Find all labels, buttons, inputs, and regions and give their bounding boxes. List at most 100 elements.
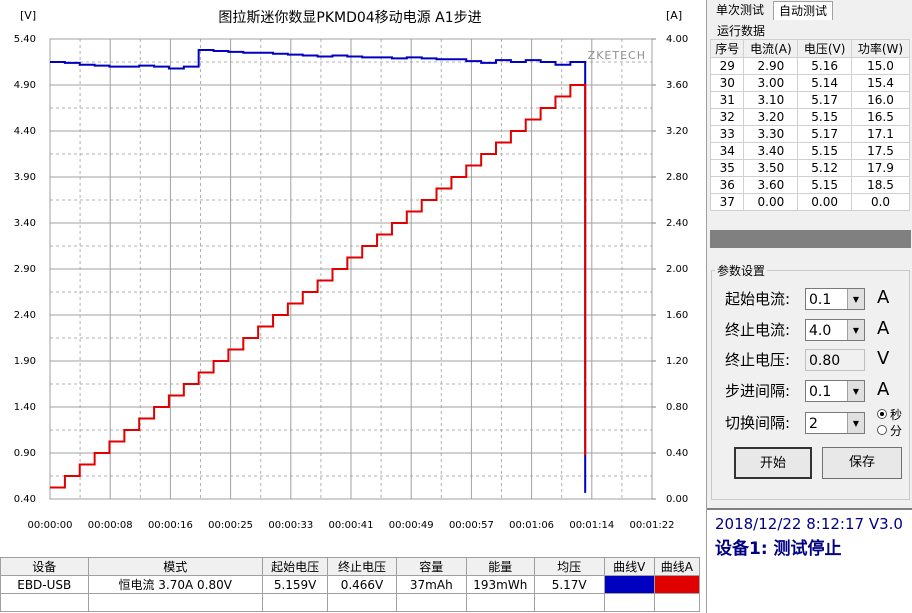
running-cell: 0.00 — [743, 193, 799, 211]
param-value: 0.1 — [809, 292, 832, 308]
y-tick-label: 4.40 — [14, 126, 36, 137]
y-tick-label: 1.40 — [14, 402, 36, 413]
radio-label: 分 — [890, 424, 903, 438]
running-cell: 29 — [709, 57, 745, 75]
running-header: 序号 — [709, 39, 745, 58]
summary-cell: 恒电流 3.70A 0.80V — [87, 575, 263, 594]
summary-cell: 5.159V — [261, 575, 329, 594]
chart: 图拉斯迷你数显PKMD04移动电源 A1步进 [V] [A] 00:00:00 0… — [14, 9, 689, 531]
tab[interactable]: 自动测试 — [773, 1, 833, 20]
side-panel: 单次测试 自动测试 运行数据 序号 电流(A) 电压(V) 功率(W) 29 2.90 5.16 1… — [706, 0, 912, 613]
running-cell: 5.12 — [797, 159, 852, 177]
param-value: 0.80 — [809, 353, 841, 369]
summary-row: EBD-USB 恒电流 3.70A 0.80V 5.159V 0.466V 37mAh 1… — [0, 575, 701, 594]
status-time: 2018/12/22 8:12:17 V3.0 — [715, 515, 903, 533]
y-tick-label: 3.40 — [14, 218, 36, 229]
param-label: 起始电流: — [725, 290, 791, 308]
x-tick-label: 00:00:41 — [329, 520, 374, 531]
y-tick-label: 4.90 — [14, 80, 36, 91]
summary-header: 均压 — [533, 557, 605, 576]
running-cell: 35 — [709, 159, 745, 177]
watermark: ZKETECH — [588, 49, 646, 62]
y-axis-label: [V] — [20, 9, 36, 22]
running-cell: 17.9 — [850, 159, 911, 177]
summary-cell: EBD-USB — [0, 575, 89, 594]
param-value: 2 — [809, 416, 818, 432]
summary-cell-empty — [653, 593, 701, 612]
param-combo[interactable]: 2 ▼ — [805, 412, 865, 434]
summary-cell-empty — [327, 593, 397, 612]
running-cell: 36 — [709, 176, 745, 194]
y2-tick-label: 0.00 — [666, 494, 688, 505]
running-row: 30 3.00 5.14 15.4 — [709, 74, 911, 92]
running-cell: 3.20 — [743, 108, 799, 126]
running-cell: 5.17 — [797, 125, 852, 143]
param-combo[interactable]: 0.1 ▼ — [805, 288, 865, 310]
radio-circle — [877, 425, 887, 435]
running-cell: 0.0 — [850, 193, 911, 211]
series-swatch — [603, 575, 655, 594]
summary-header: 模式 — [87, 557, 263, 576]
summary-header: 设备 — [0, 557, 89, 576]
x-tick-label: 00:00:25 — [208, 520, 253, 531]
summary-cell-empty — [603, 593, 655, 612]
running-row: 31 3.10 5.17 16.0 — [709, 91, 911, 109]
running-cell: 5.15 — [797, 108, 852, 126]
summary-table: 设备 模式 起始电压 终止电压 容量 能量 均压 曲线V 曲线A EBD-USB 恒电流 3.70A… — [0, 557, 701, 612]
running-cell: 5.14 — [797, 74, 852, 92]
chart-title: 图拉斯迷你数显PKMD04移动电源 A1步进 — [218, 10, 481, 26]
summary-cell-empty — [261, 593, 329, 612]
param-label: 终止电压: — [725, 351, 791, 369]
summary-cell-empty — [0, 593, 89, 612]
param-combo[interactable]: 0.1 ▼ — [805, 380, 865, 402]
running-cell: 3.60 — [743, 176, 799, 194]
summary-cell-empty — [395, 593, 467, 612]
running-header: 电压(V) — [797, 39, 852, 58]
running-cell: 18.5 — [850, 176, 911, 194]
param-input[interactable]: 0.80 — [805, 349, 865, 371]
running-cell: 3.40 — [743, 142, 799, 160]
y-tick-label: 5.40 — [14, 34, 36, 45]
running-header: 电流(A) — [743, 39, 799, 58]
radio-circle — [877, 409, 887, 419]
radio-option[interactable]: 分 — [877, 422, 902, 439]
x-tick-label: 00:01:14 — [569, 520, 614, 531]
running-row: 36 3.60 5.15 18.5 — [709, 176, 911, 194]
summary-header-row: 设备 模式 起始电压 终止电压 容量 能量 均压 曲线V 曲线A — [0, 557, 701, 576]
x-tick-label: 00:00:16 — [148, 520, 193, 531]
running-cell: 5.15 — [797, 176, 852, 194]
running-cell: 17.1 — [850, 125, 911, 143]
y-tick-label: 2.40 — [14, 310, 36, 321]
running-cell: 5.16 — [797, 57, 852, 75]
running-cell: 3.10 — [743, 91, 799, 109]
dropdown-arrow: ▼ — [847, 381, 864, 401]
x-tick-label: 00:00:33 — [268, 520, 313, 531]
summary-cell-empty — [465, 593, 535, 612]
button[interactable]: 保存 — [822, 447, 902, 479]
y2-tick-label: 3.20 — [666, 126, 688, 137]
group-box — [711, 270, 910, 500]
summary-empty-row — [0, 593, 701, 612]
param-combo[interactable]: 4.0 ▼ — [805, 319, 865, 341]
y2-tick-label: 0.80 — [666, 402, 688, 413]
summary-header: 曲线V — [603, 557, 655, 576]
x-tick-label: 00:00:00 — [28, 520, 73, 531]
tab[interactable]: 单次测试 — [715, 3, 764, 17]
y2-tick-label: 2.40 — [666, 218, 688, 229]
y-tick-label: 3.90 — [14, 172, 36, 183]
dropdown-arrow: ▼ — [847, 320, 864, 340]
data-line — [50, 84, 587, 489]
x-tick-label: 00:00:49 — [389, 520, 434, 531]
button[interactable]: 开始 — [734, 447, 812, 479]
running-row: 33 3.30 5.17 17.1 — [709, 125, 911, 143]
running-cell: 16.5 — [850, 108, 911, 126]
running-row: 32 3.20 5.15 16.5 — [709, 108, 911, 126]
summary-header: 起始电压 — [261, 557, 329, 576]
status-box: 2018/12/22 8:12:17 V3.0 设备1: 测试停止 — [707, 508, 912, 613]
radio-option[interactable]: 秒 — [877, 406, 902, 423]
running-table: 序号 电流(A) 电压(V) 功率(W) 29 2.90 5.16 15.0 30 3.00 5.1… — [709, 39, 911, 211]
summary-header: 容量 — [395, 557, 467, 576]
dropdown-arrow: ▼ — [847, 289, 864, 309]
summary-cell: 193mWh — [465, 575, 535, 594]
y-tick-label: 1.90 — [14, 356, 36, 367]
